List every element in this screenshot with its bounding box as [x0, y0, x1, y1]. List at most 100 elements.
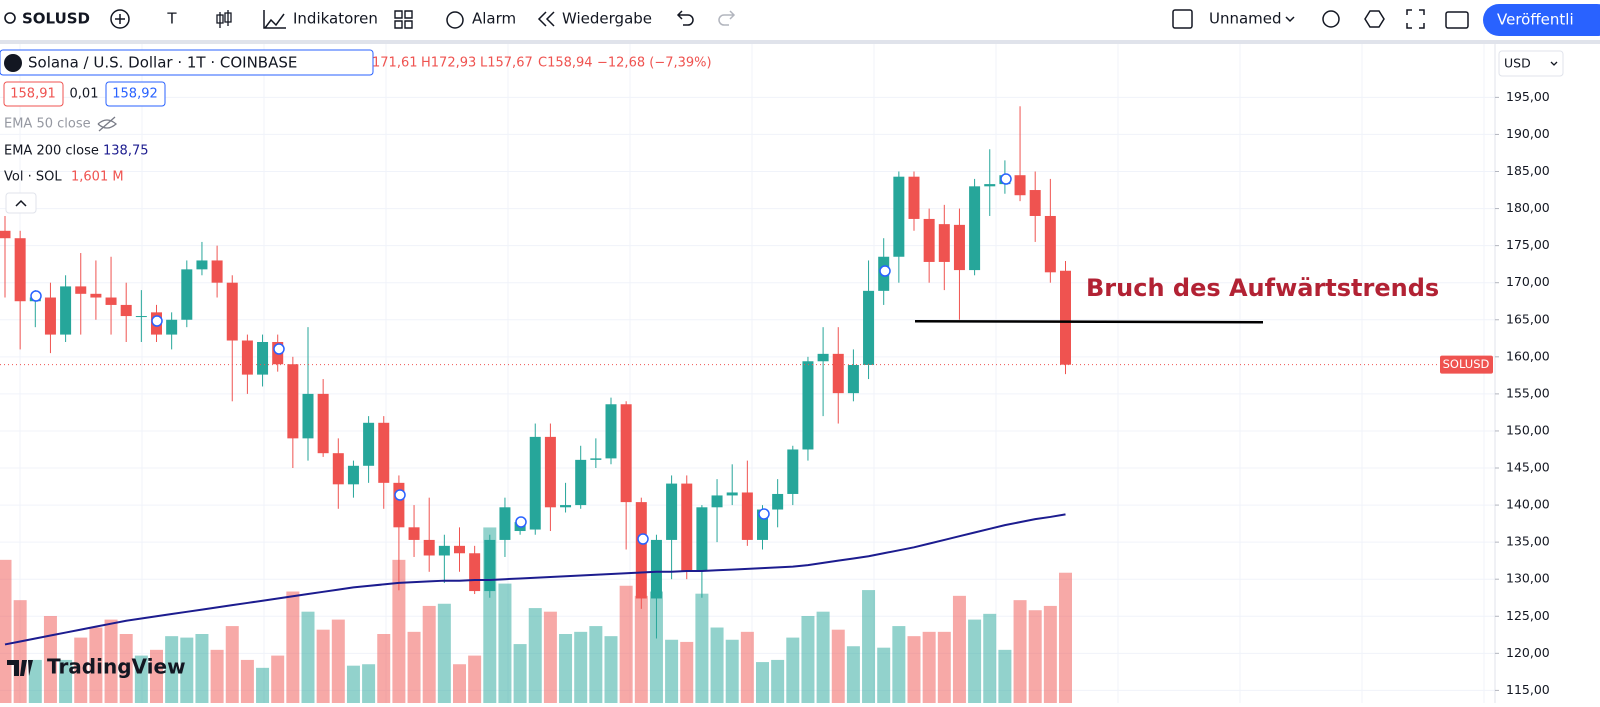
event-marker	[515, 516, 527, 528]
volume-bar	[301, 611, 315, 703]
volume-bar	[331, 619, 345, 703]
volume-bar	[422, 605, 436, 703]
symbol[interactable]: SOLUSD	[22, 10, 90, 28]
tv-logo-text: TradingView	[47, 655, 186, 679]
bid[interactable]: 158,91	[10, 87, 56, 102]
candle-body	[1060, 270, 1071, 365]
candle-body	[499, 507, 511, 540]
volume-bar	[316, 629, 330, 703]
undo[interactable]	[676, 10, 694, 26]
legend-close: C158,94	[538, 56, 593, 71]
y-tick-label: 150,00	[1506, 422, 1550, 437]
indicators-icon[interactable]	[263, 10, 286, 29]
volume-bar	[574, 631, 588, 703]
volume-bar	[271, 655, 285, 703]
volume-bar	[286, 591, 300, 703]
y-tick-label: 130,00	[1506, 571, 1550, 586]
candle-body	[620, 404, 632, 503]
candle-body	[923, 218, 935, 262]
search-icon[interactable]	[4, 12, 16, 24]
y-tick-label: 140,00	[1506, 497, 1550, 512]
volume-bar	[710, 627, 724, 703]
candle-body	[363, 422, 375, 466]
candle-body	[787, 449, 799, 494]
candle-body	[378, 422, 390, 483]
snapshot[interactable]	[1445, 11, 1469, 29]
volume-bar	[1043, 605, 1057, 703]
legend-box	[0, 49, 374, 76]
volume-bar	[240, 659, 254, 703]
replay-icon[interactable]	[537, 11, 555, 27]
layout-menu[interactable]	[1285, 16, 1295, 23]
volume-bar	[665, 639, 679, 703]
y-tick-label: 120,00	[1506, 645, 1550, 660]
candle-body	[741, 492, 753, 540]
candle-body	[1014, 175, 1026, 196]
volume-bar	[937, 631, 951, 703]
candle-body	[44, 297, 56, 335]
ema200-label: EMA 200 close	[4, 144, 99, 159]
bid-box[interactable]	[3, 81, 64, 107]
quick-search[interactable]	[1322, 10, 1340, 28]
legend-change: −12,68 (−7,39%)	[597, 56, 712, 71]
layout-icon[interactable]	[1172, 9, 1193, 29]
redo[interactable]	[718, 10, 736, 26]
candle-body	[847, 364, 859, 394]
volume-bar	[831, 629, 845, 703]
alarm-icon[interactable]	[446, 11, 464, 29]
volume-bar	[801, 616, 815, 703]
volume-bar	[771, 659, 785, 703]
candle-body	[454, 545, 465, 554]
candle-body	[135, 316, 147, 318]
timeframe[interactable]: T	[166, 10, 177, 28]
volume-bar	[134, 655, 148, 703]
volume-bar	[513, 644, 527, 703]
alarm[interactable]: Alarm	[472, 10, 516, 28]
publish-label[interactable]: Veröffentli	[1497, 11, 1574, 29]
volume-bar	[649, 591, 663, 703]
settings[interactable]	[1364, 10, 1385, 28]
hidden-icon[interactable]	[97, 116, 117, 132]
currency-box[interactable]	[1498, 50, 1564, 77]
publish-button[interactable]	[1483, 4, 1600, 36]
ask-box[interactable]	[105, 81, 166, 107]
collapse-button[interactable]	[5, 192, 37, 214]
layout-name[interactable]: Unnamed	[1209, 10, 1282, 28]
event-marker	[151, 315, 163, 327]
replay[interactable]: Wiedergabe	[562, 10, 652, 28]
candle-body	[60, 286, 72, 335]
candle-body	[560, 505, 572, 508]
currency-menu	[1550, 61, 1558, 66]
candle-body	[969, 186, 981, 271]
volume-bar	[604, 636, 618, 703]
y-tick-label: 160,00	[1506, 348, 1550, 363]
volume-bar	[862, 590, 876, 703]
candle-body	[484, 539, 496, 592]
fullscreen[interactable]	[1406, 9, 1425, 29]
candle-body	[772, 493, 784, 510]
candle-body	[166, 319, 178, 335]
currency[interactable]: USD	[1504, 56, 1531, 71]
ask[interactable]: 158,92	[112, 87, 158, 102]
candle-body	[544, 436, 556, 508]
ema200-value: 138,75	[103, 144, 149, 159]
volume-bar	[392, 559, 406, 703]
candle-body	[575, 459, 587, 506]
volume-bar	[89, 627, 103, 703]
candle-body	[696, 507, 708, 572]
indicators[interactable]: Indikatoren	[293, 10, 378, 28]
volume-bar	[377, 634, 391, 703]
candle-body	[757, 509, 768, 540]
templates[interactable]	[394, 10, 413, 29]
chart-type[interactable]	[216, 10, 232, 28]
volume-bar	[180, 637, 194, 703]
volume-bar	[28, 659, 42, 703]
add-symbol[interactable]	[110, 9, 130, 29]
volume-bar	[543, 611, 557, 703]
volume-bar	[559, 634, 573, 703]
event-marker	[394, 489, 406, 501]
event-marker	[273, 343, 285, 355]
volume-bar	[619, 585, 633, 703]
candle-body	[590, 458, 602, 460]
volume-bar	[165, 636, 179, 703]
